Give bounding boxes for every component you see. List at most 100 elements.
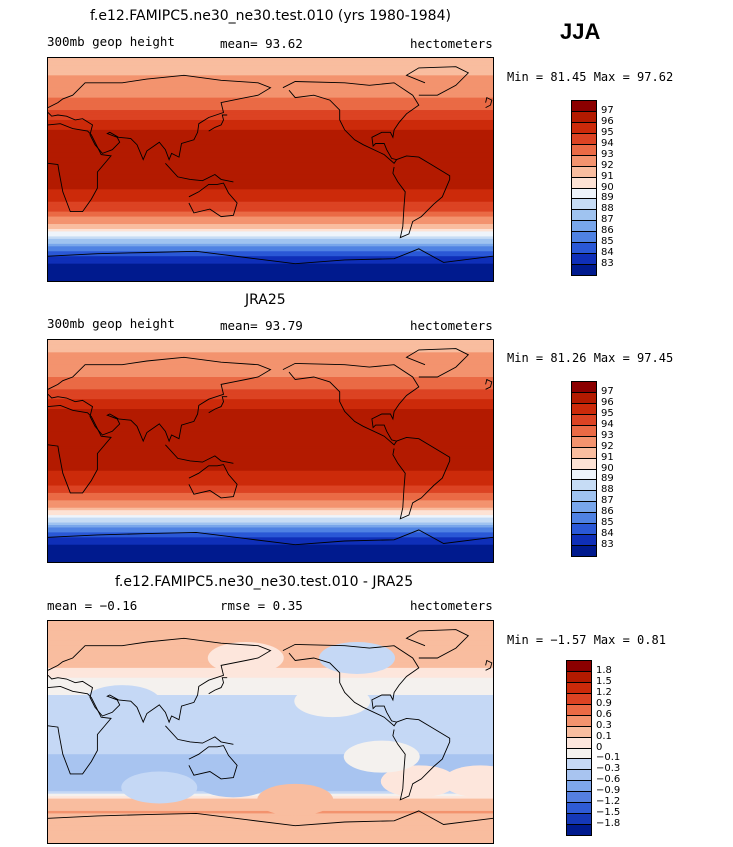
field-band — [48, 746, 493, 750]
field-band — [48, 70, 493, 74]
field-band — [48, 60, 493, 64]
colorbar-tick-label: 88 — [601, 203, 614, 215]
colorbar-tick-label: 85 — [601, 236, 614, 248]
field-band — [48, 672, 493, 676]
field-band — [48, 134, 493, 138]
field-band — [48, 201, 493, 205]
field-band — [48, 525, 493, 529]
field-band — [48, 72, 493, 76]
field-band — [48, 204, 493, 208]
field-band — [48, 810, 493, 814]
field-band — [48, 783, 493, 787]
field-band — [48, 773, 493, 777]
colorbar-tick-label: −0.3 — [596, 763, 621, 775]
field-band — [48, 139, 493, 143]
field-band — [48, 406, 493, 410]
coastline — [48, 529, 493, 546]
coastline — [282, 643, 420, 727]
field-band — [48, 431, 493, 435]
field-band — [48, 386, 493, 390]
field-band — [48, 704, 493, 708]
field-band — [48, 544, 493, 548]
field-band — [48, 680, 493, 684]
panel-title-obs: JRA25 — [245, 292, 286, 308]
coastline — [165, 725, 234, 745]
panel-left-label-obs: 300mb geop height — [47, 316, 175, 331]
coastline — [165, 162, 234, 183]
field-band — [48, 554, 493, 558]
field-band — [48, 132, 493, 136]
field-band — [48, 483, 493, 487]
field-band — [48, 547, 493, 551]
field-band — [48, 278, 493, 281]
field-band — [48, 137, 493, 141]
field-band — [48, 65, 493, 69]
field-band — [48, 529, 493, 533]
colorbar-tick-label: 95 — [601, 407, 614, 419]
field-band — [48, 124, 493, 128]
field-band — [48, 95, 493, 99]
field-band — [48, 364, 493, 368]
field-band — [48, 451, 493, 455]
field-band — [48, 458, 493, 462]
panel-rmse-diff: rmse = 0.35 — [220, 598, 303, 613]
panel-minmax-obs: Min = 81.26 Max = 97.45 — [507, 351, 674, 365]
colorbar-tick-label: 84 — [601, 247, 614, 259]
map-panel-diff — [47, 620, 494, 844]
colorbar-diff: 1.8 1.5 1.2 0.9 0.6 0.3 0.1 0 −0.1 −0.3 −0.6 −0.9 −1… — [566, 660, 656, 836]
map-svg — [48, 340, 493, 562]
field-band — [48, 344, 493, 348]
colorbar-tick-label: −0.6 — [596, 774, 621, 786]
coastline — [392, 155, 451, 239]
field-band — [48, 418, 493, 422]
anomaly-contour — [207, 642, 284, 674]
field-band — [48, 633, 493, 637]
field-band — [48, 828, 493, 832]
colorbar-model: 97 96 95 94 93 92 91 90 89 88 87 86 85 84 83 — [571, 100, 651, 276]
coastline — [188, 745, 238, 780]
field-band — [48, 236, 493, 240]
field-band — [48, 707, 493, 711]
anomaly-contour — [121, 771, 198, 804]
field-band — [48, 154, 493, 158]
field-band — [48, 532, 493, 536]
field-band — [48, 441, 493, 445]
coastline — [188, 464, 238, 499]
coastline — [485, 378, 493, 390]
field-band — [48, 840, 493, 843]
field-band — [48, 369, 493, 373]
field-band — [48, 209, 493, 213]
field-band — [48, 490, 493, 494]
colorbar-cell — [571, 545, 597, 557]
field-band — [48, 480, 493, 484]
field-band — [48, 670, 493, 674]
field-band — [48, 169, 493, 173]
field-band — [48, 764, 493, 768]
field-band — [48, 87, 493, 91]
colorbar-tick-label: 96 — [601, 396, 614, 408]
field-band — [48, 379, 493, 383]
field-band — [48, 736, 493, 740]
coastline — [188, 182, 238, 218]
field-band — [48, 214, 493, 218]
colorbar-tick-label: 87 — [601, 214, 614, 226]
field-band — [48, 687, 493, 691]
field-band — [48, 273, 493, 277]
field-band — [48, 510, 493, 514]
field-band — [48, 729, 493, 733]
anomaly-contour — [294, 685, 371, 718]
coastline — [48, 404, 112, 494]
field-band — [48, 100, 493, 104]
field-band — [48, 552, 493, 556]
colorbar-tick-label: 90 — [601, 181, 614, 193]
colorbar-obs: 97 96 95 94 93 92 91 90 89 88 87 86 85 84 83 — [571, 381, 651, 557]
field-band — [48, 699, 493, 703]
field-band — [48, 372, 493, 376]
field-band — [48, 396, 493, 400]
field-band — [48, 159, 493, 163]
colorbar-tick-label: −0.9 — [596, 785, 621, 797]
field-band — [48, 119, 493, 124]
panel-minmax-diff: Min = −1.57 Max = 0.81 — [507, 633, 666, 647]
field-band — [48, 692, 493, 696]
field-band — [48, 114, 493, 119]
